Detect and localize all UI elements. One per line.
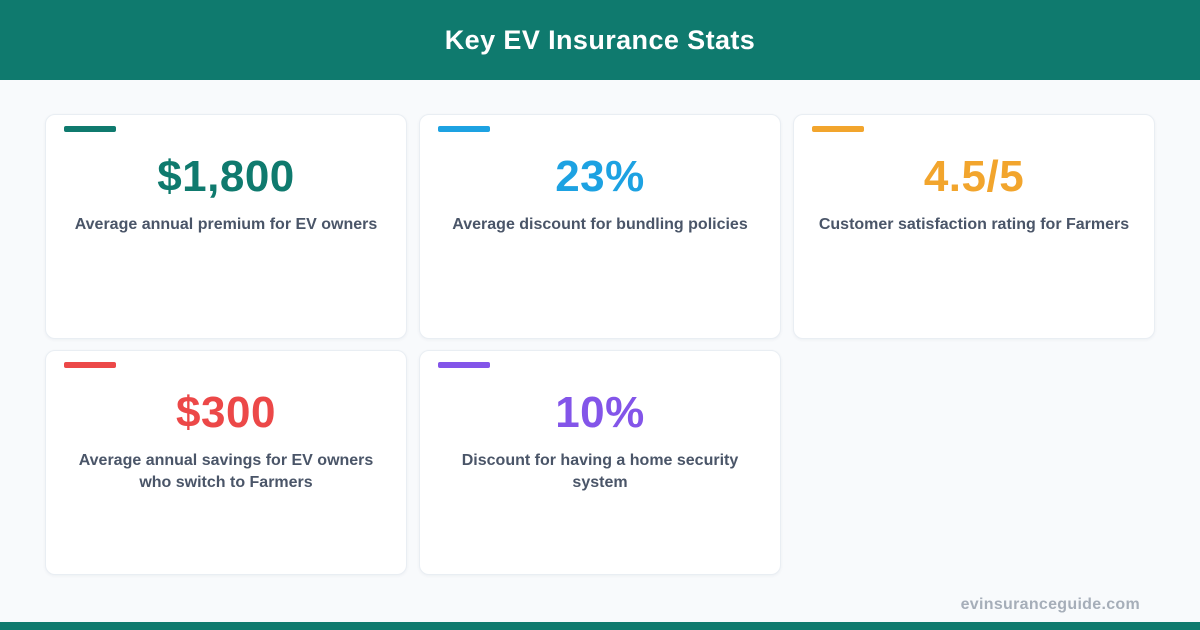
footer-bar bbox=[0, 622, 1200, 630]
stat-value: 23% bbox=[555, 152, 645, 201]
card-accent-bar bbox=[64, 126, 116, 132]
stat-label: Customer satisfaction rating for Farmers bbox=[818, 216, 1130, 233]
stat-card-savings: $300 Average annual savings for EV owner… bbox=[45, 350, 407, 575]
stat-value: $300 bbox=[176, 388, 276, 437]
stat-label: Average annual savings for EV owners who… bbox=[78, 452, 374, 492]
stat-card-home-security-discount: 10% Discount for having a home security … bbox=[419, 350, 781, 575]
card-accent-bar bbox=[812, 126, 864, 132]
stat-value: $1,800 bbox=[157, 152, 295, 201]
page-title: Key EV Insurance Stats bbox=[444, 24, 756, 55]
stat-value: 10% bbox=[555, 388, 645, 437]
stat-label: Average annual premium for EV owners bbox=[74, 216, 378, 233]
card-accent-bar bbox=[438, 126, 490, 132]
stat-card-bundling-discount: 23% Average discount for bundling polici… bbox=[419, 114, 781, 339]
website-url: evinsuranceguide.com bbox=[960, 596, 1140, 613]
header-bar: Key EV Insurance Stats bbox=[0, 0, 1200, 80]
card-accent-bar bbox=[438, 362, 490, 368]
stat-label: Average discount for bundling policies bbox=[452, 216, 748, 233]
card-accent-bar bbox=[64, 362, 116, 368]
stat-card-premium: $1,800 Average annual premium for EV own… bbox=[45, 114, 407, 339]
stat-card-satisfaction: 4.5/5 Customer satisfaction rating for F… bbox=[793, 114, 1155, 339]
stat-label: Discount for having a home security syst… bbox=[461, 452, 739, 492]
stats-grid: $1,800 Average annual premium for EV own… bbox=[45, 114, 1155, 575]
stat-value: 4.5/5 bbox=[923, 152, 1025, 201]
